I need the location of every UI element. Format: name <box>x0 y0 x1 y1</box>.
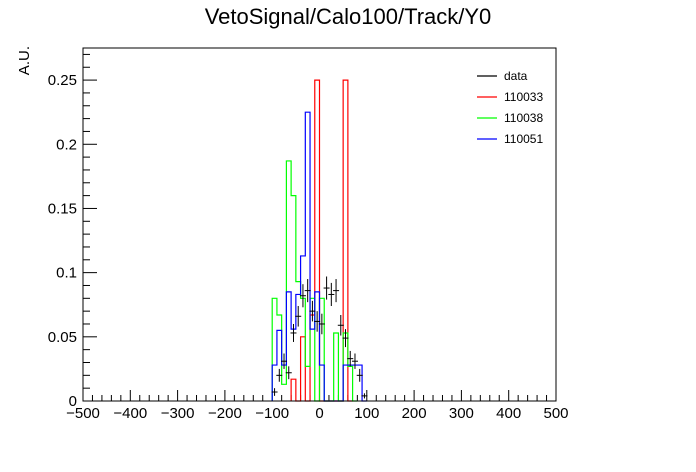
chart-title: VetoSignal/Calo100/Track/Y0 <box>205 4 492 29</box>
data-point <box>285 366 292 380</box>
data-point <box>290 323 297 342</box>
data-point <box>351 353 358 369</box>
data-point <box>299 284 306 308</box>
x-tick-label: 0 <box>315 405 323 422</box>
data-point <box>295 306 302 327</box>
data-markers <box>271 276 368 399</box>
y-axis: 0 0.05 0.1 0.15 0.2 0.25 <box>48 72 97 410</box>
legend: data 110033 110038 110051 <box>477 69 543 146</box>
data-point <box>304 279 311 303</box>
data-point <box>361 393 368 399</box>
x-tick-label: 500 <box>543 405 568 422</box>
legend-label: 110051 <box>504 132 543 146</box>
data-point <box>271 388 278 396</box>
data-point <box>342 329 349 348</box>
data-point <box>314 311 321 332</box>
y-tick-label: 0.2 <box>56 136 77 153</box>
x-tick-label: 300 <box>449 405 474 422</box>
y-tick-label: 0 <box>69 393 77 410</box>
data-point <box>323 276 330 300</box>
legend-label: 110038 <box>504 111 543 125</box>
legend-label: data <box>504 69 528 83</box>
x-tick-label: 400 <box>496 405 521 422</box>
y-axis-label: A.U. <box>16 46 33 75</box>
x-tick-label: −400 <box>113 405 147 422</box>
data-point <box>281 353 288 369</box>
legend-entry: data <box>477 69 528 83</box>
data-point <box>318 313 325 335</box>
x-tick-label: 100 <box>354 405 379 422</box>
y-axis-minor-ticks <box>83 53 90 389</box>
legend-entry: 110051 <box>477 132 543 146</box>
data-point <box>347 350 354 367</box>
data-point <box>309 300 316 322</box>
x-axis: −500 −400 −300 −200 −100 0 100 200 300 400 500 <box>66 390 569 422</box>
data-point <box>328 282 335 307</box>
x-tick-label: −500 <box>66 405 100 422</box>
x-tick-label: 200 <box>402 405 427 422</box>
plot-area: −500 −400 −300 −200 −100 0 100 200 300 400 500 0 0.… <box>48 47 569 422</box>
data-point <box>276 368 283 382</box>
legend-entry: 110033 <box>477 90 543 104</box>
data-point <box>337 314 344 336</box>
x-tick-label: −300 <box>161 405 195 422</box>
y-tick-label: 0.25 <box>48 72 77 89</box>
y-tick-label: 0.15 <box>48 200 77 217</box>
y-tick-label: 0.05 <box>48 329 77 346</box>
x-tick-label: −200 <box>208 405 242 422</box>
data-point <box>356 368 363 382</box>
legend-entry: 110038 <box>477 111 543 125</box>
x-tick-label: −100 <box>255 405 289 422</box>
series-layer <box>83 79 556 402</box>
series-110051 <box>271 111 367 402</box>
legend-label: 110033 <box>504 90 543 104</box>
y-tick-label: 0.1 <box>56 265 77 282</box>
data-point <box>333 279 340 303</box>
